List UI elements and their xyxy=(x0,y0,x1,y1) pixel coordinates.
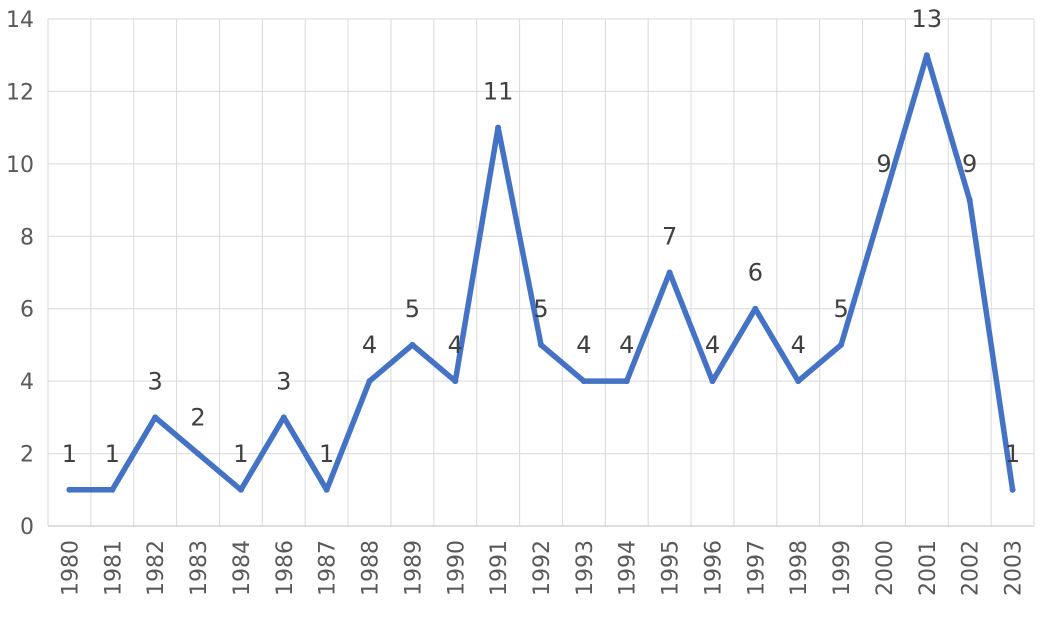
x-tick-label: 1993 xyxy=(573,540,598,596)
data-label: 11 xyxy=(483,78,514,106)
x-tick-label: 1982 xyxy=(144,540,169,596)
x-tick-label: 1986 xyxy=(273,540,298,596)
data-label: 1 xyxy=(233,440,248,468)
data-label: 1 xyxy=(319,440,334,468)
x-tick-label: 1980 xyxy=(58,540,83,596)
data-label: 4 xyxy=(448,331,463,359)
x-tick-label: 1997 xyxy=(744,540,769,596)
y-tick-label: 4 xyxy=(20,370,34,395)
x-tick-label: 1996 xyxy=(701,540,726,596)
data-point xyxy=(452,378,459,385)
data-label: 3 xyxy=(148,367,163,395)
data-point xyxy=(580,378,587,385)
data-label: 5 xyxy=(533,295,548,323)
y-tick-label: 6 xyxy=(20,298,34,323)
x-tick-label: 1999 xyxy=(830,540,855,596)
x-tick-label: 1998 xyxy=(787,540,812,596)
x-tick-label: 2001 xyxy=(916,540,941,596)
data-label: 4 xyxy=(791,331,806,359)
y-tick-label: 12 xyxy=(6,80,34,105)
x-tick-label: 1990 xyxy=(444,540,469,596)
data-label: 9 xyxy=(876,150,891,178)
data-point xyxy=(195,450,202,457)
data-point xyxy=(923,52,930,59)
data-label: 4 xyxy=(362,331,377,359)
data-point xyxy=(152,414,159,421)
data-point xyxy=(623,378,630,385)
data-label: 6 xyxy=(748,259,763,287)
x-tick-label: 2000 xyxy=(873,540,898,596)
data-point xyxy=(838,341,845,348)
x-tick-label: 1984 xyxy=(230,540,255,596)
x-tick-label: 1981 xyxy=(101,540,126,596)
data-label: 5 xyxy=(405,295,420,323)
x-tick-label: 1988 xyxy=(359,540,384,596)
data-point xyxy=(109,486,116,493)
data-label: 4 xyxy=(576,331,591,359)
data-label: 7 xyxy=(662,223,677,251)
data-point xyxy=(966,197,973,204)
x-tick-label: 1983 xyxy=(187,540,212,596)
data-point xyxy=(237,486,244,493)
y-tick-label: 0 xyxy=(20,515,34,540)
x-tick-label: 1991 xyxy=(487,540,512,596)
y-tick-label: 10 xyxy=(6,153,34,178)
data-point xyxy=(666,269,673,276)
data-point xyxy=(366,378,373,385)
x-tick-label: 1994 xyxy=(616,540,641,596)
x-tick-label: 1992 xyxy=(530,540,555,596)
data-point xyxy=(280,414,287,421)
data-label: 5 xyxy=(833,295,848,323)
data-label: 13 xyxy=(912,5,943,33)
data-point xyxy=(752,305,759,312)
series-layer xyxy=(66,52,1016,493)
data-label: 1 xyxy=(105,440,120,468)
grid-layer xyxy=(47,18,1035,527)
data-label: 4 xyxy=(705,331,720,359)
data-label: 4 xyxy=(619,331,634,359)
data-point xyxy=(709,378,716,385)
data-point xyxy=(538,341,544,348)
x-tick-label: 1989 xyxy=(401,540,426,596)
data-label: 1 xyxy=(62,440,77,468)
data-point xyxy=(66,486,73,493)
data-point xyxy=(323,486,330,493)
data-point xyxy=(795,378,802,385)
y-tick-label: 14 xyxy=(6,8,34,33)
x-tick-label: 2002 xyxy=(959,540,984,596)
data-label: 1 xyxy=(1005,440,1020,468)
x-tick-label: 2003 xyxy=(1002,540,1027,596)
data-label: 3 xyxy=(276,367,291,395)
data-point xyxy=(1009,486,1016,493)
y-tick-label: 8 xyxy=(20,225,34,250)
y-tick-label: 2 xyxy=(20,443,34,468)
series-line xyxy=(66,52,1016,493)
data-point xyxy=(409,341,416,348)
data-point xyxy=(495,124,502,131)
data-label: 2 xyxy=(190,404,205,432)
x-tick-label: 1987 xyxy=(316,540,341,596)
data-label: 9 xyxy=(962,150,977,178)
data-point xyxy=(880,197,887,204)
x-tick-label: 1995 xyxy=(659,540,684,596)
